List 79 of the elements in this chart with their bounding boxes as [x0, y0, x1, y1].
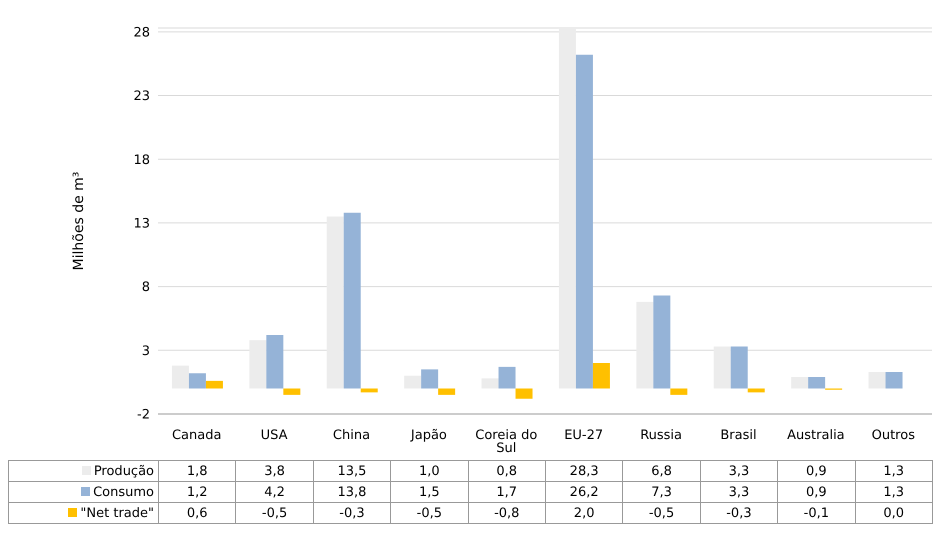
data-label: 4,2 — [236, 482, 314, 502]
bar — [172, 366, 189, 389]
data-label: 28,3 — [545, 460, 623, 482]
x-tick-label: Outros — [872, 428, 916, 444]
y-tick-label: -2 — [137, 408, 150, 423]
x-tick-label: Brasil — [720, 428, 757, 444]
y-tick-label: 3 — [142, 344, 150, 359]
legend-label: Produção — [8, 460, 158, 482]
data-label: 0,9 — [778, 460, 856, 482]
data-label: -0,5 — [236, 502, 314, 524]
bar — [808, 377, 826, 389]
x-tick-label: Coreia do Sul — [475, 428, 538, 456]
data-label: 3,8 — [236, 460, 314, 482]
x-tick-label: Canada — [172, 428, 222, 444]
data-label: -0,3 — [313, 502, 391, 524]
bar — [748, 388, 765, 392]
data-label: 26,2 — [545, 482, 623, 502]
x-tick-label: Japão — [410, 428, 447, 444]
bar — [421, 369, 438, 389]
data-label: 1,8 — [158, 460, 236, 482]
bar — [791, 377, 808, 389]
data-label: 1,3 — [855, 482, 932, 502]
bar — [326, 216, 344, 389]
bar — [516, 388, 533, 399]
data-label: 0,8 — [468, 460, 546, 482]
data-label: 0,0 — [855, 502, 932, 524]
bar — [636, 302, 654, 389]
bar — [714, 346, 731, 389]
bar — [206, 380, 223, 389]
bar — [558, 28, 576, 389]
data-label: -0,5 — [390, 502, 468, 524]
x-tick-label: Russia — [640, 428, 682, 444]
bar — [249, 340, 266, 389]
bar — [670, 388, 688, 395]
bar — [498, 366, 516, 389]
data-label: 1,0 — [390, 460, 468, 482]
bar — [868, 372, 886, 389]
bar — [482, 378, 499, 389]
data-label: 1,5 — [390, 482, 468, 502]
data-label: 7,3 — [622, 482, 700, 502]
y-tick-label: 23 — [133, 89, 150, 104]
data-label: 1,2 — [158, 482, 236, 502]
bar — [188, 373, 206, 389]
x-tick-label: China — [332, 428, 370, 444]
bar — [283, 388, 300, 395]
bar — [404, 376, 422, 389]
data-label: 1,7 — [468, 482, 546, 502]
bar — [730, 346, 748, 389]
data-label: -0,8 — [468, 502, 546, 524]
y-tick-label: 28 — [133, 25, 150, 40]
legend-label: "Net trade" — [8, 502, 158, 524]
y-axis-title: Milhões de m³ — [70, 172, 87, 270]
data-label: -0,3 — [700, 502, 778, 524]
bar — [886, 372, 903, 389]
bar — [360, 388, 378, 392]
bar — [592, 363, 610, 389]
data-label: 3,3 — [700, 460, 778, 482]
y-tick-label: 8 — [142, 280, 150, 296]
y-tick-label: 13 — [133, 216, 150, 232]
data-label: -0,1 — [778, 502, 856, 524]
x-tick-label: USA — [260, 428, 288, 444]
data-label: 13,8 — [313, 482, 391, 502]
legend-label: Consumo — [8, 482, 158, 502]
data-label: 13,5 — [313, 460, 391, 482]
data-label: 0,6 — [158, 502, 236, 524]
data-label: 2,0 — [545, 502, 623, 524]
data-label: 1,3 — [855, 460, 932, 482]
bar — [344, 212, 361, 389]
bar — [653, 296, 670, 389]
data-label: 3,3 — [700, 482, 778, 502]
x-tick-label: Australia — [787, 428, 845, 444]
bar — [438, 388, 456, 395]
bar — [576, 54, 593, 389]
bar — [266, 335, 284, 389]
y-tick-label: 18 — [133, 152, 150, 168]
data-label: 0,9 — [778, 482, 856, 502]
x-tick-label: EU-27 — [564, 428, 604, 444]
data-label: 6,8 — [622, 460, 700, 482]
data-label: -0,5 — [622, 502, 700, 524]
